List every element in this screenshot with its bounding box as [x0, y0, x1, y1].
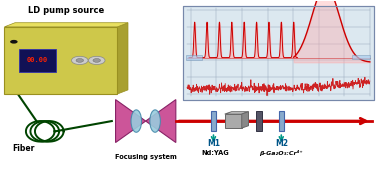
- Text: 00.00: 00.00: [27, 57, 48, 63]
- Circle shape: [76, 58, 84, 62]
- Polygon shape: [116, 100, 146, 143]
- Circle shape: [93, 58, 101, 62]
- Text: LD pump source: LD pump source: [28, 6, 104, 15]
- Text: β-Ga₂O₃:Cr⁴⁺: β-Ga₂O₃:Cr⁴⁺: [259, 150, 303, 156]
- Circle shape: [88, 56, 105, 64]
- FancyBboxPatch shape: [256, 111, 262, 131]
- Polygon shape: [5, 23, 128, 27]
- FancyBboxPatch shape: [352, 55, 370, 59]
- FancyBboxPatch shape: [225, 114, 242, 128]
- Ellipse shape: [131, 110, 141, 132]
- FancyBboxPatch shape: [186, 55, 202, 60]
- Text: M2: M2: [275, 139, 288, 148]
- FancyBboxPatch shape: [19, 49, 56, 72]
- Text: Focusing system: Focusing system: [115, 154, 177, 160]
- FancyBboxPatch shape: [279, 111, 284, 131]
- Circle shape: [10, 40, 18, 44]
- Ellipse shape: [150, 110, 160, 132]
- Text: M1: M1: [207, 139, 220, 148]
- Circle shape: [71, 56, 88, 64]
- FancyBboxPatch shape: [183, 6, 373, 100]
- Polygon shape: [242, 112, 248, 128]
- FancyBboxPatch shape: [211, 111, 216, 131]
- Text: Nd:YAG: Nd:YAG: [201, 150, 229, 156]
- Polygon shape: [225, 112, 248, 114]
- FancyBboxPatch shape: [5, 27, 118, 94]
- Polygon shape: [146, 100, 176, 143]
- Text: Fiber: Fiber: [12, 144, 34, 153]
- Polygon shape: [118, 23, 128, 94]
